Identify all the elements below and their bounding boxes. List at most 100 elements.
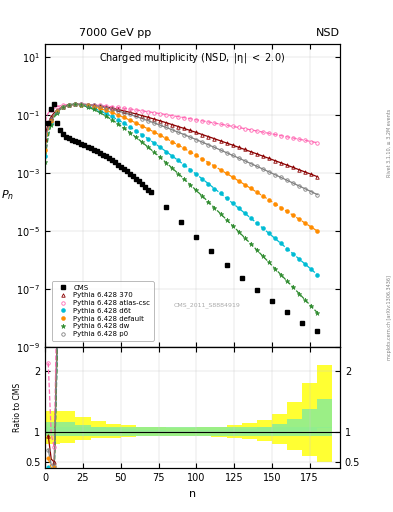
CMS [97,150,102,156]
Pythia 6.428 atlas-csc [206,119,211,125]
Pythia 6.428 p0 [291,180,296,186]
Pythia 6.428 p0 [164,124,169,131]
Pythia 6.428 370 [140,113,144,119]
Pythia 6.428 370 [279,160,283,166]
Pythia 6.428 atlas-csc [218,121,223,127]
Pythia 6.428 p0 [79,101,84,108]
Pythia 6.428 370 [200,132,205,138]
Pythia 6.428 370 [55,107,60,113]
Pythia 6.428 370 [303,169,308,175]
Line: Pythia 6.428 370: Pythia 6.428 370 [44,102,319,178]
Pythia 6.428 p0 [127,112,132,118]
Pythia 6.428 p0 [254,163,259,169]
Pythia 6.428 p0 [285,177,289,183]
Pythia 6.428 d6t [309,266,314,272]
Pythia 6.428 d6t [230,200,235,206]
Pythia 6.428 default [176,142,180,148]
Pythia 6.428 p0 [188,134,193,140]
Pythia 6.428 370 [188,127,193,134]
Text: mcplots.cern.ch [arXiv:1306.3436]: mcplots.cern.ch [arXiv:1306.3436] [387,275,392,360]
Pythia 6.428 dw [273,265,277,271]
Pythia 6.428 d6t [303,261,308,267]
Pythia 6.428 p0 [266,169,271,175]
Pythia 6.428 atlas-csc [164,112,169,118]
Pythia 6.428 default [285,208,289,215]
Pythia 6.428 370 [285,162,289,168]
Pythia 6.428 default [146,126,151,132]
Pythia 6.428 d6t [134,127,138,134]
Pythia 6.428 370 [176,123,180,130]
Pythia 6.428 dw [109,117,114,123]
Pythia 6.428 370 [61,104,66,110]
Text: Charged multiplicity $\mathregular{(NSD,\ |\eta|\ <\ 2.0)}$: Charged multiplicity $\mathregular{(NSD,… [99,51,286,65]
Pythia 6.428 dw [266,259,271,265]
Pythia 6.428 default [55,108,60,114]
Pythia 6.428 dw [218,210,223,217]
Line: Pythia 6.428 d6t: Pythia 6.428 d6t [43,102,319,276]
CMS [130,173,135,179]
Pythia 6.428 atlas-csc [85,101,90,108]
Y-axis label: $P_n$: $P_n$ [2,188,15,202]
Pythia 6.428 atlas-csc [152,110,156,116]
Pythia 6.428 default [218,167,223,173]
Pythia 6.428 d6t [146,136,151,142]
Pythia 6.428 d6t [261,225,265,231]
Pythia 6.428 default [236,178,241,184]
Pythia 6.428 dw [55,110,60,116]
Line: Pythia 6.428 atlas-csc: Pythia 6.428 atlas-csc [44,102,319,144]
CMS [118,164,123,170]
Pythia 6.428 370 [146,114,151,120]
Pythia 6.428 370 [164,120,169,126]
Pythia 6.428 atlas-csc [121,105,126,111]
Pythia 6.428 atlas-csc [261,129,265,135]
CMS [76,139,81,145]
Pythia 6.428 dw [127,130,132,136]
Pythia 6.428 atlas-csc [224,122,229,129]
Pythia 6.428 atlas-csc [273,132,277,138]
Pythia 6.428 p0 [97,103,102,110]
Pythia 6.428 p0 [103,104,108,111]
X-axis label: n: n [189,489,196,499]
Pythia 6.428 default [188,149,193,155]
Pythia 6.428 p0 [297,183,301,189]
Pythia 6.428 atlas-csc [61,102,66,108]
Pythia 6.428 d6t [152,140,156,146]
Pythia 6.428 default [97,105,102,112]
Pythia 6.428 p0 [242,158,247,164]
Pythia 6.428 370 [134,111,138,117]
Pythia 6.428 default [261,193,265,199]
Pythia 6.428 370 [49,114,53,120]
Pythia 6.428 atlas-csc [176,114,180,120]
Pythia 6.428 370 [218,138,223,144]
Pythia 6.428 370 [291,164,296,170]
CMS [125,168,129,175]
Pythia 6.428 370 [309,171,314,177]
Pythia 6.428 atlas-csc [91,102,96,108]
Pythia 6.428 p0 [170,126,174,133]
Pythia 6.428 p0 [91,102,96,109]
Pythia 6.428 atlas-csc [194,117,199,123]
Pythia 6.428 370 [224,140,229,146]
Pythia 6.428 d6t [236,205,241,211]
CMS [79,141,84,147]
Pythia 6.428 370 [194,130,199,136]
Pythia 6.428 default [303,220,308,226]
Pythia 6.428 d6t [73,101,78,108]
Pythia 6.428 p0 [121,110,126,116]
Pythia 6.428 default [254,189,259,195]
Pythia 6.428 d6t [218,190,223,197]
Pythia 6.428 dw [121,125,126,131]
Pythia 6.428 370 [121,108,126,114]
Pythia 6.428 dw [134,134,138,140]
Pythia 6.428 370 [109,105,114,111]
CMS [209,248,214,254]
Pythia 6.428 dw [146,144,151,150]
CMS [70,137,75,143]
CMS [67,135,72,141]
Pythia 6.428 p0 [116,108,120,114]
Pythia 6.428 default [212,163,217,169]
Pythia 6.428 atlas-csc [67,101,72,108]
Pythia 6.428 dw [49,122,53,128]
Pythia 6.428 p0 [224,150,229,156]
Pythia 6.428 d6t [182,162,187,168]
